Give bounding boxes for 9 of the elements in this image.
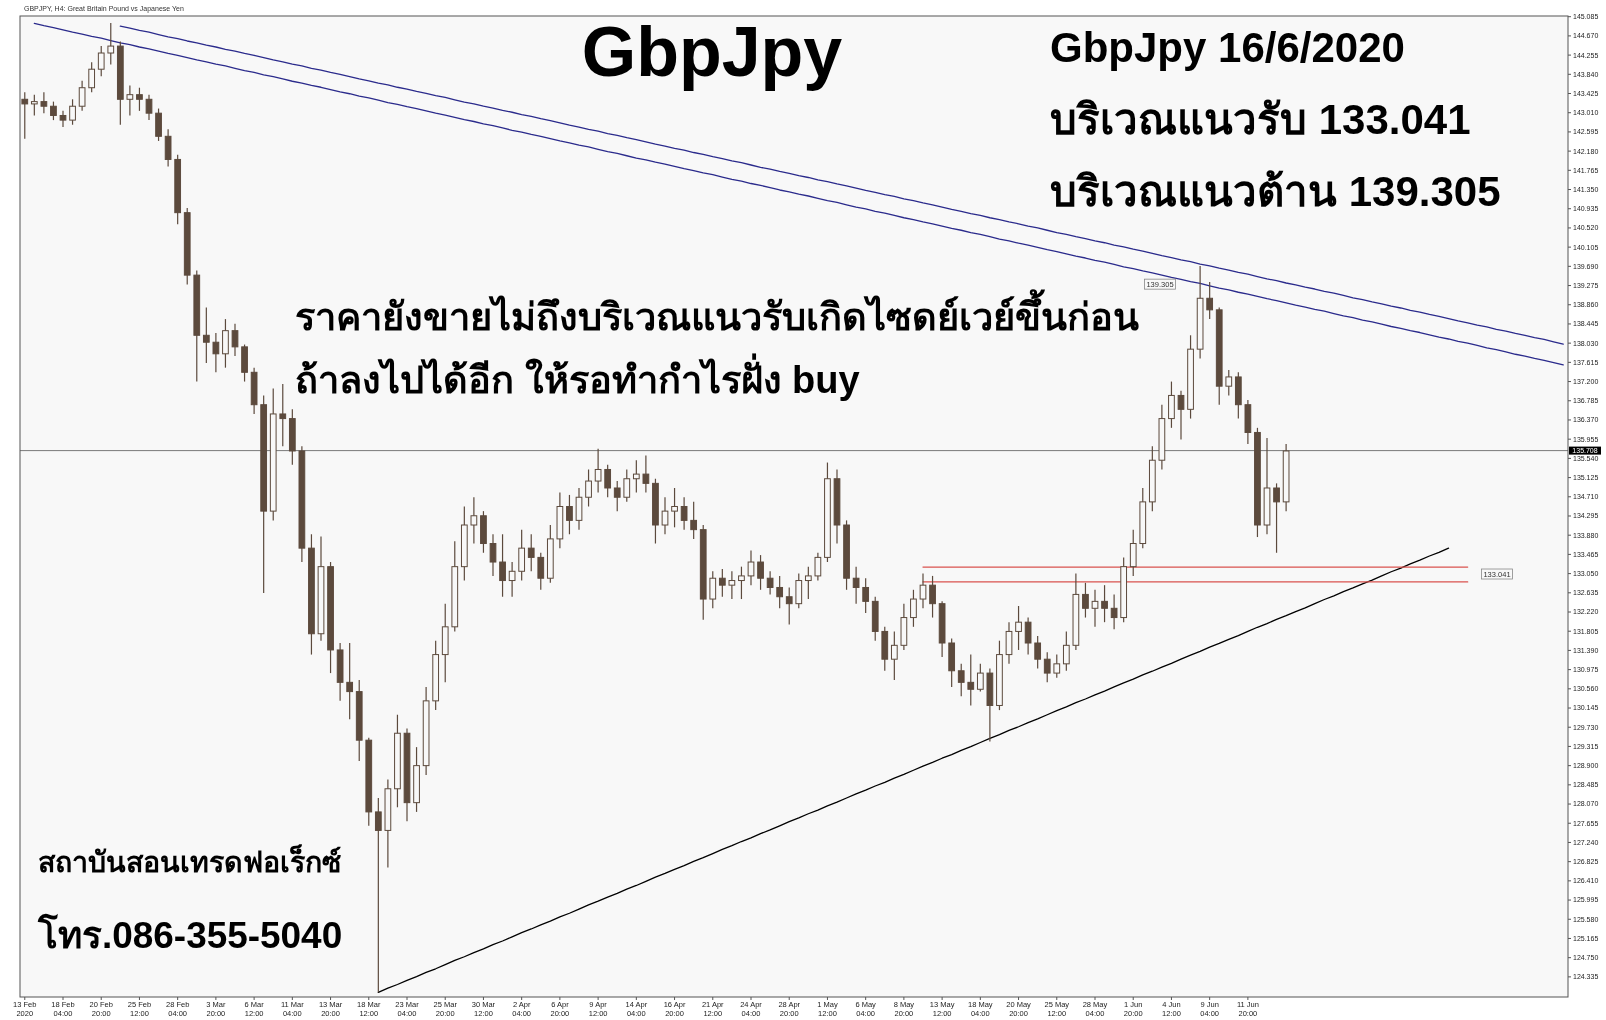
annotation: GbpJpy 16/6/2020 [1050,24,1405,71]
chart-title: GbpJpy [581,13,843,91]
annotation: สถาบันสอนเทรดฟอเร็กซ์ [38,844,341,878]
line-series [377,547,1450,994]
annotation: บริเวณแนวรับ 133.041 [1050,96,1471,143]
annotation: โทร.086-355-5040 [37,913,343,956]
annotation: บริเวณแนวต้าน 139.305 [1050,168,1501,215]
annotation: ราคายังขายไม่ถึงบริเวณแนวรับเกิดไซดย์เวย์ขึ้นก่อน [295,289,1139,338]
annotation: ถ้าลงไปได้อีก ให้รอทำกำไรฝั่ง buy [295,353,860,401]
